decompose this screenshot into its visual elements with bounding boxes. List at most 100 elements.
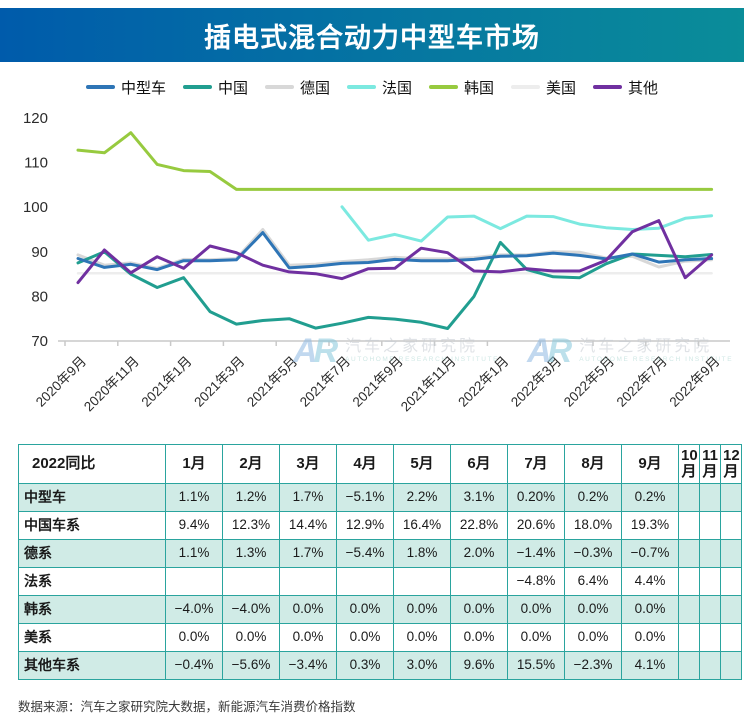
table-cell: 1.1% <box>165 539 223 568</box>
table-cell <box>222 567 280 596</box>
table-cell: 3.1% <box>450 483 508 512</box>
table-row-中国车系: 中国车系 9.4% 12.3% 14.4% 12.9% 16.4% 22.8% 20.6% 18… <box>18 511 742 540</box>
x-axis-tick-label: 2022年7月 <box>614 354 670 410</box>
table-cell <box>699 651 721 680</box>
series-line-法国 <box>340 205 714 243</box>
table-cell: 0.0% <box>564 623 622 652</box>
table-cell: 2.2% <box>393 483 451 512</box>
table-cell <box>678 539 700 568</box>
table-cell: 0.0% <box>507 623 565 652</box>
table-cell: 19.3% <box>621 511 679 540</box>
table-cell: 0.0% <box>279 595 337 624</box>
y-axis-tick-label: 110 <box>24 155 48 172</box>
data-source-note: 数据来源：汽车之家研究院大数据，新能源汽车消费价格指数 <box>18 700 356 714</box>
table-cell: 0.0% <box>336 623 394 652</box>
table-row-韩系: 韩系 −4.0% −4.0% 0.0% 0.0% 0.0% 0.0% 0.0% 0.0% 0.0% <box>18 595 742 624</box>
table-row-德系: 德系 1.1% 1.3% 1.7% −5.4% 1.8% 2.0% −1.4% −0.3% −0.… <box>18 539 742 568</box>
table-cell: 1.2% <box>222 483 280 512</box>
table-cell <box>678 511 700 540</box>
table-cell: 3.0% <box>393 651 451 680</box>
table-cell: −3.4% <box>279 651 337 680</box>
table-month-header: 6月 <box>450 444 508 484</box>
x-axis-tick-label: 2020年9月 <box>33 354 89 410</box>
legend-item-其他: 其他 <box>593 77 658 98</box>
y-axis-tick-label: 80 <box>31 288 48 305</box>
table-cell <box>699 623 721 652</box>
table-cell: 0.0% <box>621 595 679 624</box>
legend-item-中国: 中国 <box>182 77 248 98</box>
legend-swatch-icon <box>264 85 294 89</box>
table-cell: −5.4% <box>336 539 394 568</box>
table-cell: 0.0% <box>621 623 679 652</box>
table-cell <box>279 567 337 596</box>
table-cell: −4.0% <box>222 595 280 624</box>
table-cell: 0.0% <box>165 623 223 652</box>
table-cell <box>699 595 721 624</box>
table-cell: −5.6% <box>222 651 280 680</box>
table-cell: 12.3% <box>222 511 280 540</box>
x-axis-tick-label: 2021年1月 <box>138 354 194 410</box>
legend-label: 美国 <box>546 79 577 97</box>
table-cell: 0.2% <box>564 483 622 512</box>
table-cell: 15.5% <box>507 651 565 680</box>
x-axis-tick-label: 2022年1月 <box>455 354 511 410</box>
table-cell: 1.3% <box>222 539 280 568</box>
table-row-label: 韩系 <box>18 595 166 624</box>
table-cell <box>678 595 700 624</box>
table-cell: 2.0% <box>450 539 508 568</box>
legend-item-中型车: 中型车 <box>85 77 166 98</box>
table-cell: 0.0% <box>564 595 622 624</box>
table-row-label: 法系 <box>18 567 166 596</box>
table-row-中型车: 中型车 1.1% 1.2% 1.7% −5.1% 2.2% 3.1% 0.20% 0.2% 0.2… <box>18 483 742 512</box>
header-bar: 插电式混合动力中型车市场 <box>0 8 744 62</box>
table-cell: −2.3% <box>564 651 622 680</box>
table-cell: −4.8% <box>507 567 565 596</box>
table-cell <box>393 567 451 596</box>
table-cell: −1.4% <box>507 539 565 568</box>
table-month-header: 12月 <box>720 444 742 484</box>
legend-label: 其他 <box>628 79 659 97</box>
y-axis-tick-label: 90 <box>31 244 48 261</box>
table-cell <box>678 483 700 512</box>
table-cell: −5.1% <box>336 483 394 512</box>
x-axis-tick-label: 2021年11月 <box>398 354 459 415</box>
table-row-label: 德系 <box>18 539 166 568</box>
table-row-label: 中国车系 <box>18 511 166 540</box>
table-cell <box>678 567 700 596</box>
x-axis-tick-label: 2020年11月 <box>81 354 142 415</box>
legend-label: 中国 <box>217 79 248 97</box>
table-cell: 0.0% <box>450 623 508 652</box>
table-cell: 4.1% <box>621 651 679 680</box>
table-cell: −0.4% <box>165 651 223 680</box>
legend-swatch-icon <box>511 85 541 89</box>
table-cell <box>720 595 742 624</box>
table-cell: 6.4% <box>564 567 622 596</box>
table-month-header: 8月 <box>564 444 622 484</box>
page-title: 插电式混合动力中型车市场 <box>204 22 540 53</box>
table-cell <box>720 623 742 652</box>
x-axis-tick-label: 2021年3月 <box>191 354 247 410</box>
table-cell: −0.3% <box>564 539 622 568</box>
legend-item-德国: 德国 <box>264 77 330 98</box>
table-month-header: 10月 <box>678 444 700 484</box>
table-cell <box>450 567 508 596</box>
y-axis-tick-label: 70 <box>31 333 48 350</box>
y-axis-tick-label: 120 <box>23 110 48 127</box>
legend-label: 法国 <box>381 79 412 97</box>
table-cell: 14.4% <box>279 511 337 540</box>
table-cell: 0.0% <box>450 595 508 624</box>
x-axis-tick-label: 2022年9月 <box>666 354 722 410</box>
table-cell <box>720 511 742 540</box>
table-row-label: 中型车 <box>18 483 166 512</box>
table-month-header: 1月 <box>165 444 223 484</box>
table-cell <box>699 483 721 512</box>
legend-label: 德国 <box>299 79 330 97</box>
table-row-label: 其他车系 <box>18 651 166 680</box>
table-row-美系: 美系 0.0% 0.0% 0.0% 0.0% 0.0% 0.0% 0.0% 0.0% 0.0% <box>18 623 742 652</box>
table-header-row: 2022同比 1月 2月 3月 4月 5月 6月 7月 8月 9月 10月 11月 12月 <box>18 444 742 484</box>
table-month-header: 5月 <box>393 444 451 484</box>
table-cell: 1.7% <box>279 539 337 568</box>
table-cell: 22.8% <box>450 511 508 540</box>
legend-item-美国: 美国 <box>511 77 576 98</box>
y-axis-tick-label: 100 <box>23 199 48 216</box>
